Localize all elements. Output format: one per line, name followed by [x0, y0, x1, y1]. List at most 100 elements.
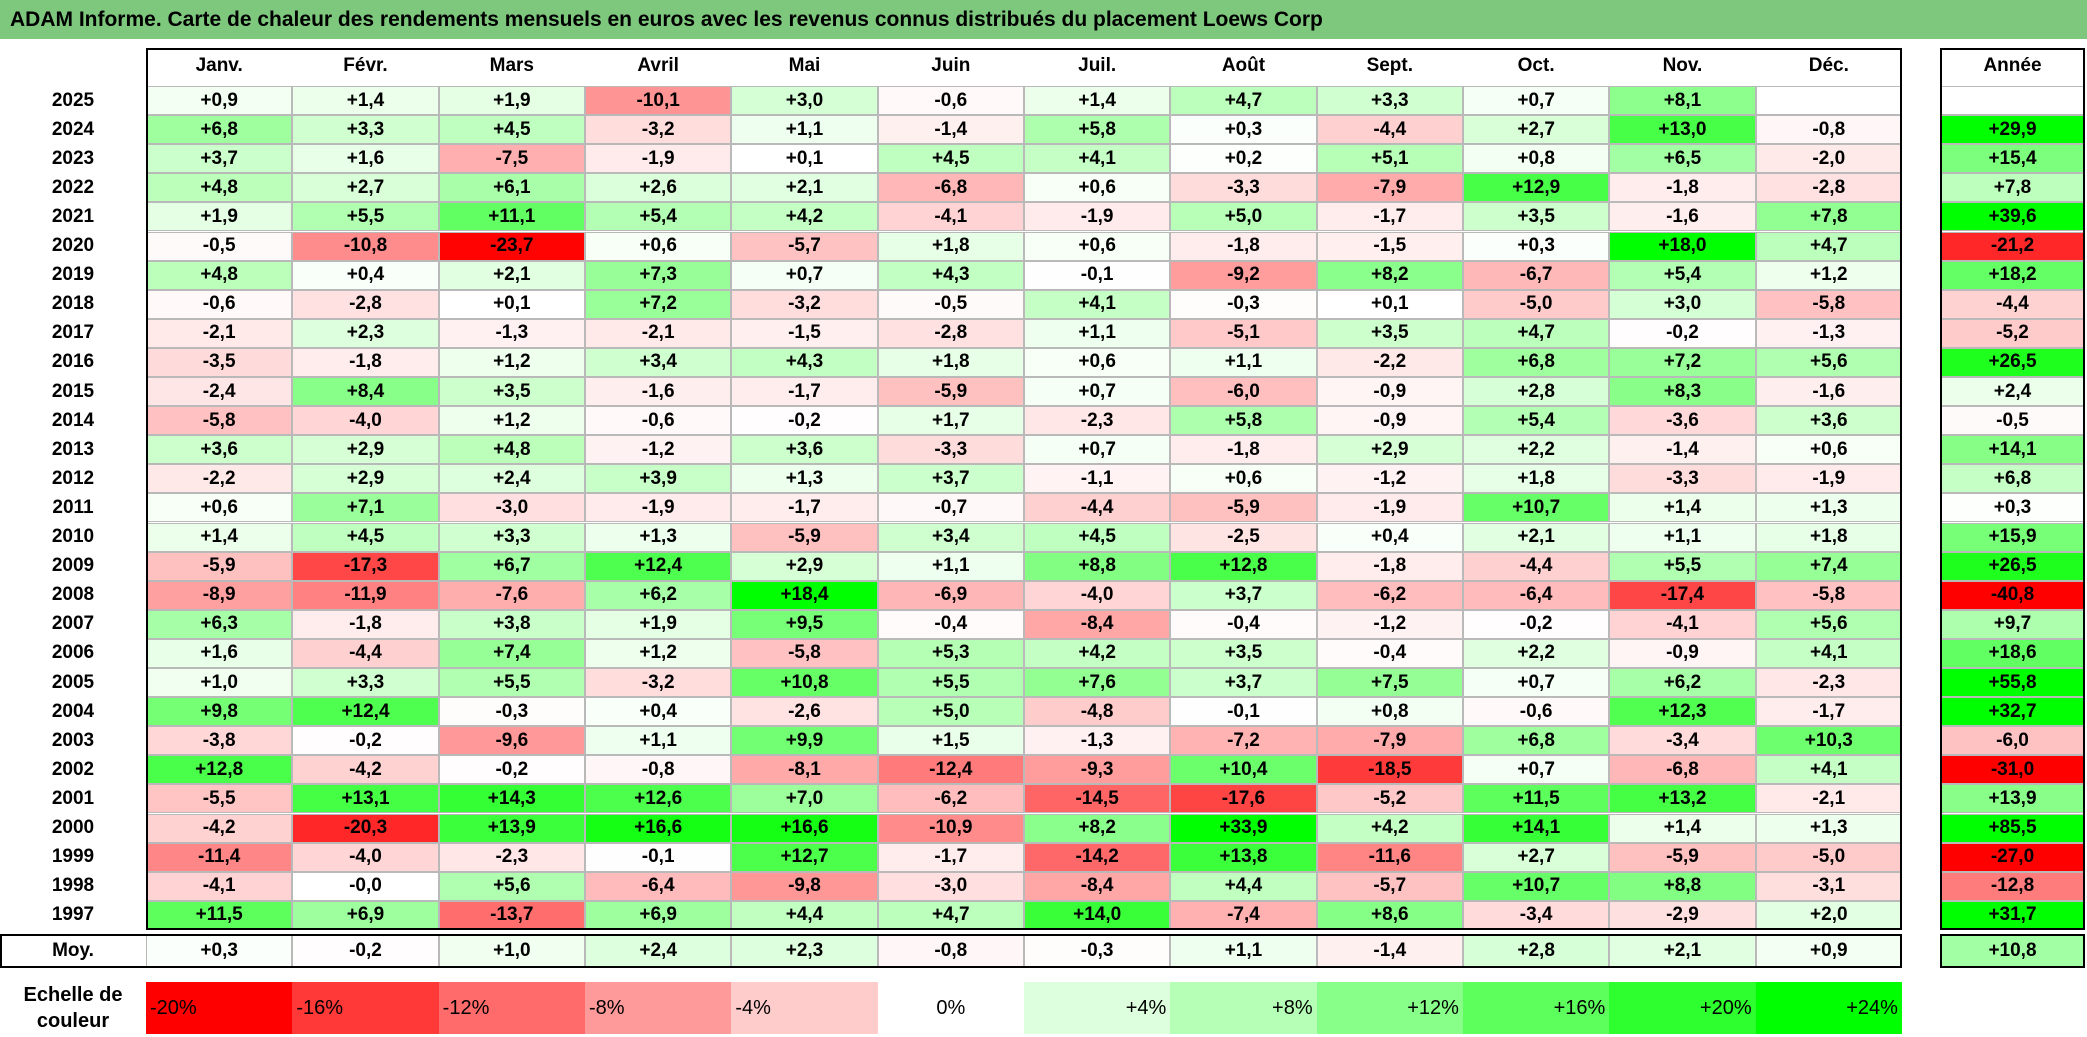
heatmap-cell: +1,1 — [877, 551, 1024, 581]
heatmap-cell: +3,5 — [1316, 318, 1463, 348]
heatmap-cell: +1,3 — [584, 522, 732, 552]
heatmap-cell: +3,3 — [292, 115, 439, 145]
heatmap-cell: +4,1 — [1023, 144, 1171, 174]
heatmap-cell: -1,3 — [1755, 318, 1902, 348]
heatmap-cell: -23,7 — [438, 231, 585, 261]
heatmap-cell: +2,6 — [584, 173, 732, 203]
heatmap-cell: -1,8 — [1609, 173, 1756, 203]
heatmap-cell: -2,8 — [877, 318, 1024, 348]
heatmap-cell: +8,8 — [1023, 551, 1171, 581]
annual-cell: -21,2 — [1940, 231, 2085, 261]
heatmap-cell: -3,4 — [1462, 900, 1610, 930]
heatmap-cell: +6,2 — [584, 580, 732, 610]
heatmap-cell: -11,9 — [292, 580, 439, 610]
heatmap-cell: -1,5 — [731, 318, 878, 348]
annual-cell: +6,8 — [1940, 464, 2085, 494]
heatmap-cell: -0,5 — [146, 231, 293, 261]
heatmap-cell: -8,4 — [1023, 609, 1171, 639]
heatmap-cell: -0,9 — [1316, 377, 1463, 407]
legend-swatch: -12% — [438, 982, 585, 1034]
year-label: 2024 — [51, 118, 95, 140]
heatmap-cell: -8,9 — [146, 580, 293, 610]
heatmap-cell: +3,3 — [438, 522, 585, 552]
heatmap-cell: +1,8 — [877, 231, 1024, 261]
year-label: 2023 — [51, 147, 95, 169]
heatmap-cell: +2,2 — [1462, 638, 1610, 668]
heatmap-cell: +1,8 — [1755, 522, 1902, 552]
heatmap-cell: +0,3 — [1170, 115, 1317, 145]
heatmap-cell: +1,2 — [438, 406, 585, 436]
year-label: 2012 — [51, 467, 95, 489]
heatmap-cell: +1,3 — [1755, 493, 1902, 523]
heatmap-cell: -3,4 — [1609, 726, 1756, 756]
heatmap-cell: -0,2 — [438, 755, 585, 785]
heatmap-cell: +1,1 — [1170, 347, 1317, 377]
heatmap-cell: +6,7 — [438, 551, 585, 581]
heatmap-cell: +0,6 — [584, 231, 732, 261]
heatmap-cell: -1,1 — [1023, 464, 1171, 494]
heatmap-cell: -6,4 — [1462, 580, 1610, 610]
heatmap-cell: +2,2 — [1462, 435, 1610, 465]
legend-swatch: -20% — [146, 982, 293, 1034]
annual-cell: +7,8 — [1940, 173, 2085, 203]
year-label: 2022 — [51, 176, 95, 198]
heatmap-cell: -7,2 — [1170, 726, 1317, 756]
heatmap-cell: +0,4 — [584, 697, 732, 727]
heatmap-cell: -4,4 — [1023, 493, 1171, 523]
heatmap-cell: +12,4 — [292, 697, 439, 727]
heatmap-cell: -2,3 — [1023, 406, 1171, 436]
heatmap-cell: -3,2 — [584, 668, 732, 698]
year-label: 2005 — [51, 671, 95, 693]
heatmap-cell: +5,6 — [438, 871, 585, 901]
heatmap-cell: -5,8 — [731, 638, 878, 668]
heatmap-cell: +3,0 — [731, 86, 878, 116]
annual-cell: -31,0 — [1940, 755, 2085, 785]
heatmap-cell: +1,5 — [877, 726, 1024, 756]
legend-swatch: +24% — [1755, 982, 1902, 1034]
month-header: Févr. — [343, 55, 388, 76]
average-cell: +2,8 — [1462, 933, 1610, 968]
heatmap-cell: +3,9 — [584, 464, 732, 494]
heatmap-cell: -0,2 — [1609, 318, 1756, 348]
heatmap-cell: -0,4 — [1316, 638, 1463, 668]
heatmap-cell: +1,4 — [1609, 493, 1756, 523]
heatmap-cell: +1,3 — [731, 464, 878, 494]
heatmap-cell: -7,4 — [1170, 900, 1317, 930]
heatmap-cell: -3,1 — [1755, 871, 1902, 901]
heatmap-cell: -5,8 — [146, 406, 293, 436]
heatmap-cell: -20,3 — [292, 813, 439, 843]
heatmap-cell: -17,3 — [292, 551, 439, 581]
heatmap-cell: +12,3 — [1609, 697, 1756, 727]
heatmap-cell: +5,0 — [1170, 202, 1317, 232]
heatmap-cell: +12,7 — [731, 842, 878, 872]
heatmap-cell: +0,8 — [1316, 697, 1463, 727]
heatmap-cell: -5,2 — [1316, 784, 1463, 814]
heatmap-cell: +12,6 — [584, 784, 732, 814]
heatmap-cell: +4,1 — [1755, 755, 1902, 785]
year-label: 2002 — [51, 758, 95, 780]
heatmap-cell: -1,6 — [1755, 377, 1902, 407]
heatmap-cell: +5,4 — [1609, 260, 1756, 290]
heatmap-cell: +0,6 — [1170, 464, 1317, 494]
annual-cell: +29,9 — [1940, 115, 2085, 145]
heatmap-cell: +4,8 — [146, 173, 293, 203]
heatmap-cell: +0,7 — [1462, 668, 1610, 698]
heatmap-cell: -1,5 — [1316, 231, 1463, 261]
heatmap-cell: -0,6 — [146, 289, 293, 319]
heatmap-cell: -3,0 — [438, 493, 585, 523]
heatmap-cell: +6,5 — [1609, 144, 1756, 174]
annual-cell: +18,6 — [1940, 638, 2085, 668]
chart-title: ADAM Informe. Carte de chaleur des rende… — [0, 0, 2087, 39]
heatmap-cell: +2,1 — [1462, 522, 1610, 552]
average-cell: +0,9 — [1755, 933, 1902, 968]
legend-swatch: +20% — [1609, 982, 1756, 1034]
month-header: Août — [1221, 55, 1266, 76]
heatmap-cell: +4,5 — [438, 115, 585, 145]
heatmap-cell: +1,1 — [731, 115, 878, 145]
heatmap-cell: +2,0 — [1755, 900, 1902, 930]
annual-cell: +18,2 — [1940, 260, 2085, 290]
heatmap-cell: -18,5 — [1316, 755, 1463, 785]
heatmap-cell: -1,3 — [438, 318, 585, 348]
heatmap-cell: -0,1 — [1170, 697, 1317, 727]
heatmap-cell: -5,0 — [1755, 842, 1902, 872]
